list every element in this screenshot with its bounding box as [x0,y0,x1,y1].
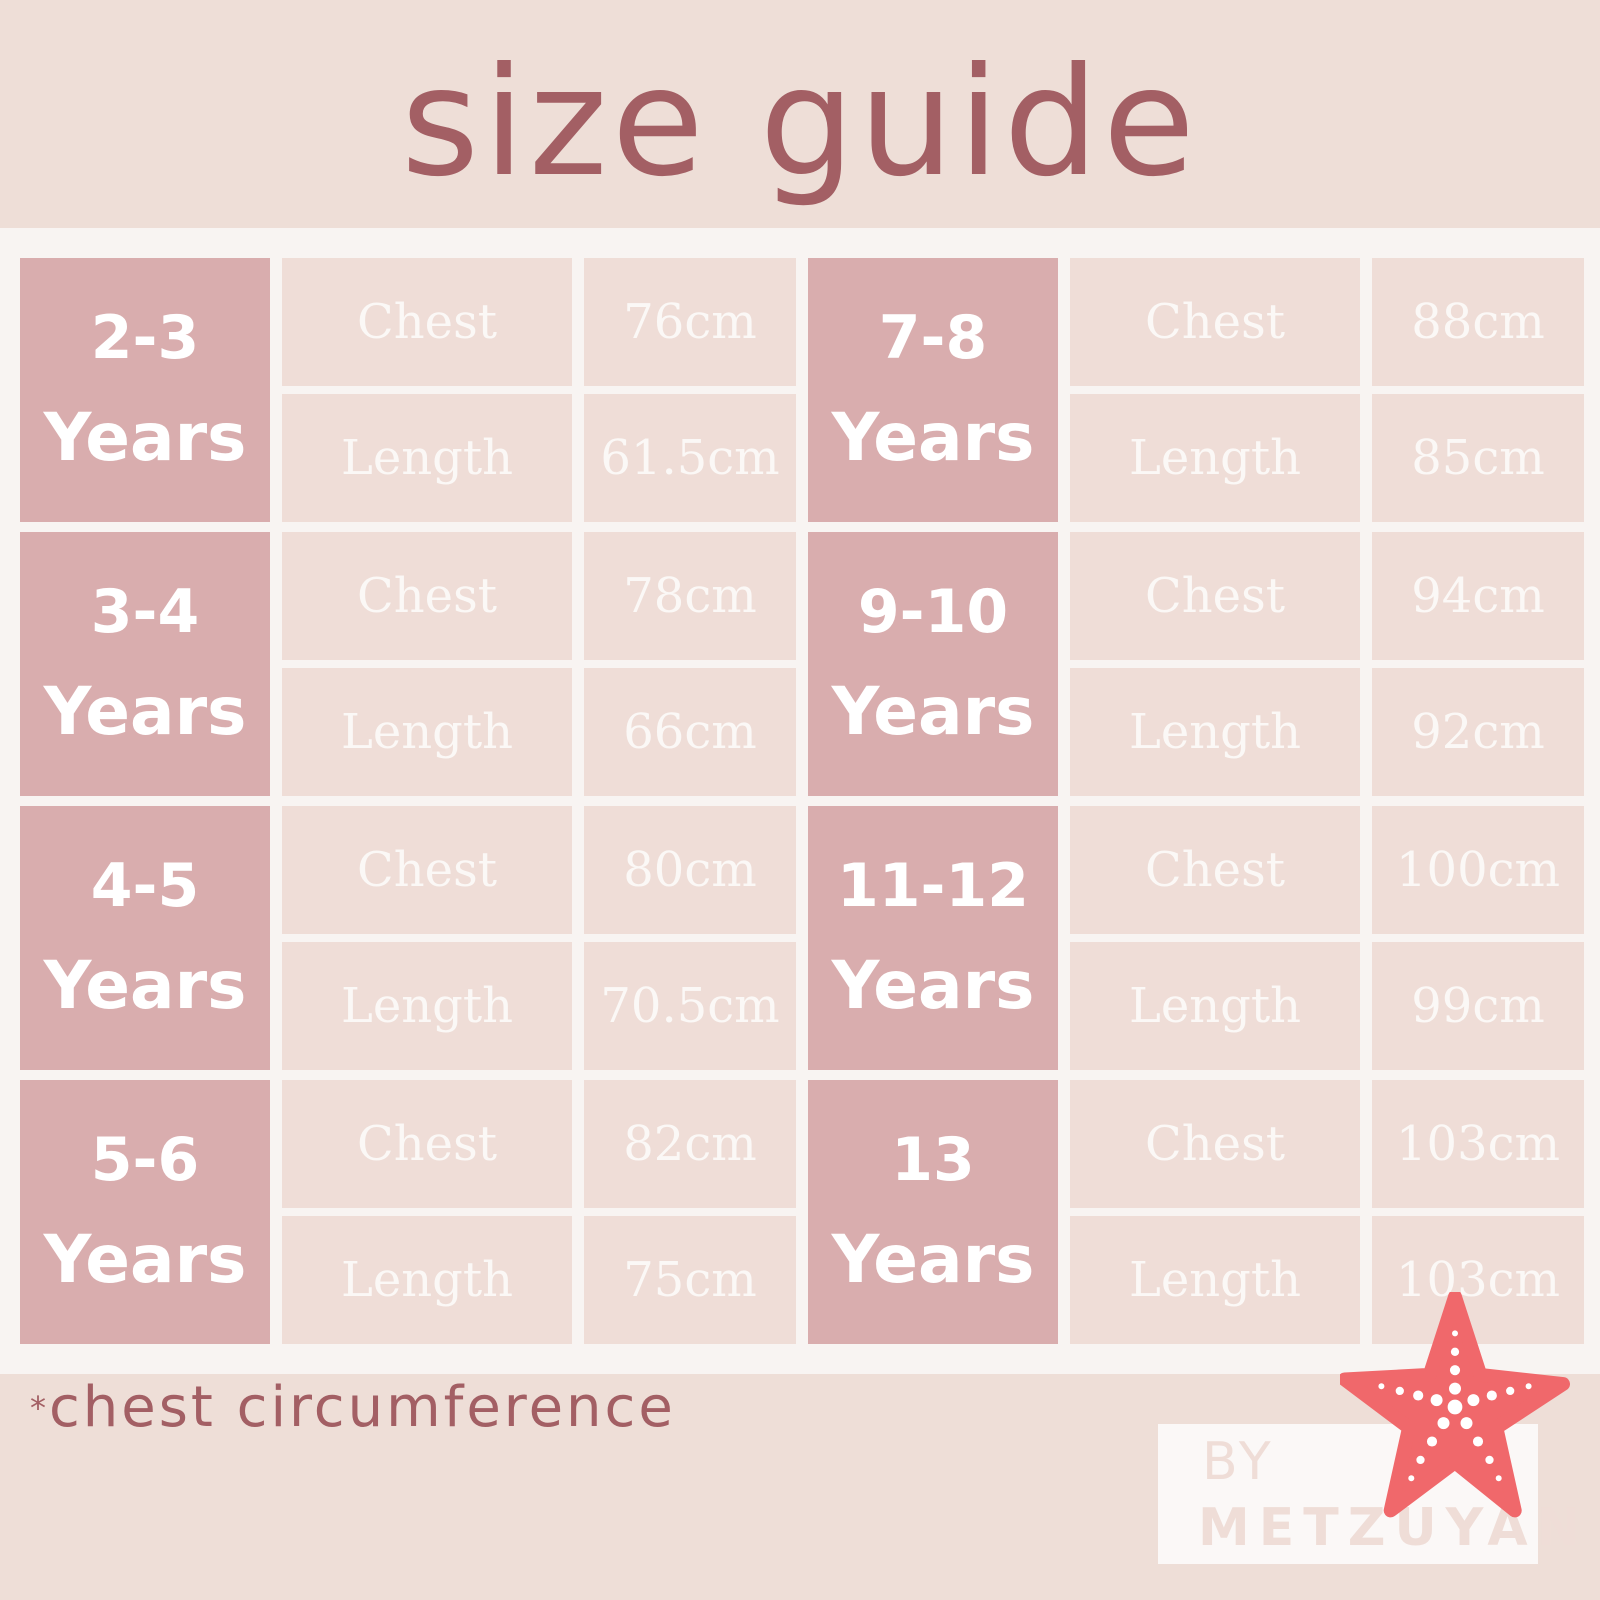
chest-label: Chest [1070,806,1360,934]
age-cell: 13 Years [808,1080,1058,1344]
age-unit: Years [831,1221,1035,1298]
footnote: *chest circumference [30,1372,676,1444]
age-range: 11-12 [837,851,1029,921]
length-value: 103cm [1372,1216,1584,1344]
age-cell: 11-12 Years [808,806,1058,1070]
length-label: Length [1070,394,1360,522]
length-label: Length [282,394,572,522]
chest-label: Chest [282,1080,572,1208]
length-value: 70.5cm [584,942,796,1070]
age-unit: Years [43,399,247,476]
chest-label: Chest [1070,532,1360,660]
page-title: size guide [401,36,1199,210]
length-label: Length [282,668,572,796]
age-range: 3-4 [90,577,200,647]
age-cell: 3-4 Years [20,532,270,796]
length-value: 85cm [1372,394,1584,522]
chest-value: 80cm [584,806,796,934]
length-value: 75cm [584,1216,796,1344]
chest-value: 78cm [584,532,796,660]
length-value: 99cm [1372,942,1584,1070]
age-range: 9-10 [857,577,1009,647]
age-unit: Years [43,947,247,1024]
age-unit: Years [831,947,1035,1024]
length-value: 66cm [584,668,796,796]
age-cell: 2-3 Years [20,258,270,522]
age-range: 7-8 [878,303,988,373]
chest-value: 100cm [1372,806,1584,934]
length-value: 61.5cm [584,394,796,522]
chest-value: 82cm [584,1080,796,1208]
footnote-text: chest circumference [49,1375,676,1440]
footnote-marker: * [30,1389,49,1427]
size-table: 2-3 Years Chest 76cm Length 61.5cm 3-4 Years Che… [20,258,1584,1344]
age-range: 2-3 [90,303,200,373]
age-range: 13 [891,1125,975,1195]
chest-value: 103cm [1372,1080,1584,1208]
length-value: 92cm [1372,668,1584,796]
chest-value: 94cm [1372,532,1584,660]
length-label: Length [1070,942,1360,1070]
starfish-icon [1340,1292,1570,1518]
chest-value: 76cm [584,258,796,386]
age-cell: 9-10 Years [808,532,1058,796]
age-unit: Years [43,673,247,750]
chest-label: Chest [1070,1080,1360,1208]
chest-label: Chest [282,806,572,934]
age-unit: Years [831,399,1035,476]
length-label: Length [282,942,572,1070]
age-range: 5-6 [90,1125,200,1195]
header-band [0,0,1600,228]
chest-label: Chest [282,258,572,386]
age-cell: 7-8 Years [808,258,1058,522]
chest-label: Chest [1070,258,1360,386]
age-unit: Years [831,673,1035,750]
length-label: Length [1070,668,1360,796]
age-cell: 5-6 Years [20,1080,270,1344]
length-label: Length [1070,1216,1360,1344]
chest-value: 88cm [1372,258,1584,386]
chest-label: Chest [282,532,572,660]
length-label: Length [282,1216,572,1344]
age-cell: 4-5 Years [20,806,270,1070]
age-unit: Years [43,1221,247,1298]
logo-by-text: BY [1202,1432,1275,1492]
age-range: 4-5 [90,851,200,921]
